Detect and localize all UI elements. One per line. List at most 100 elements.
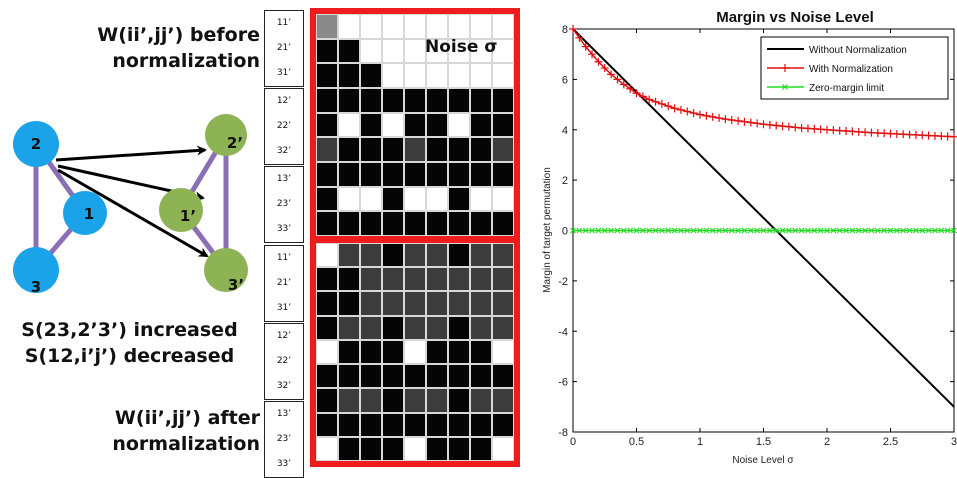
series-marker <box>811 227 818 234</box>
node-2-label: 2 <box>31 135 41 153</box>
matrix-cell <box>448 291 470 316</box>
x-axis-label: Noise Level σ <box>732 455 794 466</box>
row-label-group: 13’ 23’ 33’ <box>264 401 304 478</box>
row-labels-after: 11’ 21’ 31’ 12’ 22’ 32’ 13’ 23’ 33’ <box>264 245 304 478</box>
matrix-cell <box>404 186 426 212</box>
matrix-cell <box>448 243 470 268</box>
series-marker <box>665 227 672 234</box>
node-3 <box>13 247 59 293</box>
matrix-cell <box>316 186 338 212</box>
series-marker <box>792 227 799 234</box>
x-tick-label: 1.5 <box>756 436 771 448</box>
series-marker <box>678 227 684 234</box>
matrix-cell <box>470 364 492 389</box>
row-label: 13’ <box>276 174 292 184</box>
row-label: 21’ <box>276 278 292 288</box>
matrix-cell <box>316 267 338 292</box>
matrix-cell <box>448 315 470 340</box>
matrix-cell <box>470 112 492 138</box>
matrix-cell <box>426 412 448 437</box>
matrix-cell <box>470 436 492 461</box>
matrix-cell <box>382 267 404 292</box>
matrix-cell <box>360 87 382 113</box>
row-label-group: 11’ 21’ 31’ <box>264 245 304 322</box>
series-marker <box>589 227 595 234</box>
series-marker <box>626 84 635 93</box>
x-tick-label: 0 <box>570 436 576 448</box>
x-tick-label: 2.5 <box>883 436 898 448</box>
series-marker <box>619 80 628 89</box>
matrix-cell <box>426 436 448 461</box>
matrix-cell <box>404 137 426 162</box>
series-marker <box>600 64 609 73</box>
series-marker <box>684 227 691 234</box>
matrix-cell <box>404 87 426 113</box>
matrix-cell <box>382 14 404 39</box>
series-marker <box>772 121 781 130</box>
row-label: 23’ <box>276 434 292 444</box>
matrix-cell <box>426 388 448 413</box>
matrix-cell <box>448 211 470 236</box>
matrix-cell <box>426 137 448 162</box>
matrix-cell <box>360 388 382 413</box>
matrix-cell <box>360 436 382 461</box>
legend: Without Normalization With Normalization Z… <box>760 36 949 100</box>
matrix-cell <box>360 339 382 365</box>
y-tick-label: -8 <box>558 427 568 439</box>
matrix-cell <box>448 87 470 113</box>
caption-line: normalization <box>112 50 260 72</box>
series-marker <box>900 227 907 234</box>
matrix-cell <box>492 87 514 113</box>
series-marker <box>747 227 754 234</box>
matrix-cell <box>404 291 426 316</box>
matrix-cell <box>492 137 514 162</box>
matrix-cell <box>360 112 382 138</box>
x-tick-label: 3 <box>951 436 957 448</box>
matrix-cell <box>382 436 404 461</box>
matrix-cell <box>316 315 338 340</box>
series-marker <box>791 123 800 132</box>
series-marker <box>651 97 660 106</box>
series-marker <box>830 227 837 234</box>
legend-marker <box>781 64 789 72</box>
matrix-cell <box>470 315 492 340</box>
series-marker <box>658 227 665 234</box>
matrix-cell <box>360 315 382 340</box>
series-marker <box>614 227 621 234</box>
matrix-cell <box>470 388 492 413</box>
row-label-group: 11’ 21’ 31’ <box>264 10 304 87</box>
matrix-cell <box>382 243 404 268</box>
series-marker <box>646 227 653 234</box>
matrix-cell <box>426 291 448 316</box>
series-marker <box>696 110 704 119</box>
matrix-cell <box>426 186 448 212</box>
node-1-prime <box>159 188 203 232</box>
series-marker <box>759 120 768 129</box>
series-marker <box>785 227 792 234</box>
node-2 <box>13 121 59 167</box>
matrix-cell <box>338 211 360 236</box>
after-normalization-caption: W(ii’,jj’) after normalization <box>55 405 260 457</box>
series-marker <box>765 120 774 129</box>
series-marker <box>740 117 749 126</box>
matrix-cell <box>338 291 360 316</box>
matrix-cell <box>404 388 426 413</box>
series-marker <box>862 227 869 234</box>
matrix-cell <box>382 412 404 437</box>
caption-line: normalization <box>112 433 260 455</box>
series-marker <box>638 92 647 101</box>
matrix-cell <box>470 63 492 88</box>
matrix-cell <box>360 14 382 39</box>
series-marker <box>893 227 900 234</box>
arrow-2-to-3p <box>57 168 209 258</box>
matrix-cell <box>338 161 360 187</box>
row-label: 31’ <box>276 303 292 313</box>
series-marker <box>594 57 603 66</box>
matrix-cell <box>382 112 404 138</box>
x-tick-label: 2 <box>824 436 830 448</box>
chart-title: Margin vs Noise Level <box>716 9 874 26</box>
matrix-grid <box>316 243 514 461</box>
matrix-cell <box>470 137 492 162</box>
node-3-prime <box>204 248 248 292</box>
node-1-prime-label: 1’ <box>180 207 196 225</box>
